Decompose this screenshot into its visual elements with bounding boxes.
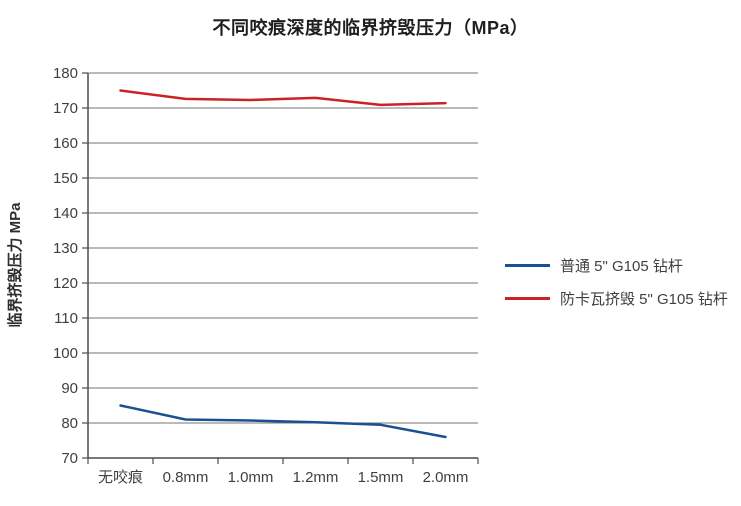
y-tick-label: 180 (53, 65, 78, 82)
x-tick-label: 1.5mm (358, 469, 404, 486)
y-tick-label: 100 (53, 345, 78, 362)
x-tick-label: 无咬痕 (98, 468, 143, 486)
legend-line-swatch (505, 297, 550, 300)
x-tick-label: 1.0mm (228, 469, 274, 486)
y-tick-label: 140 (53, 205, 78, 222)
y-tick-label: 90 (61, 380, 78, 397)
y-tick-label: 130 (53, 240, 78, 257)
x-tick-label: 1.2mm (293, 469, 339, 486)
legend-label: 防卡瓦挤毁 5" G105 钻杆 (560, 291, 728, 308)
y-tick-label: 70 (61, 450, 78, 467)
x-tick-label: 2.0mm (423, 469, 469, 486)
legend-line-swatch (505, 264, 550, 267)
y-tick-label: 110 (54, 310, 78, 327)
series-line-1 (119, 89, 447, 107)
y-tick-label: 120 (53, 275, 78, 292)
chart-title: 不同咬痕深度的临界挤毁压力（MPa） (212, 18, 529, 38)
y-tick-label: 80 (61, 415, 78, 432)
x-tick-label: 0.8mm (163, 469, 209, 486)
legend-label: 普通 5" G105 钻杆 (560, 258, 683, 275)
legend-item-0: 普通 5" G105 钻杆 (505, 249, 728, 282)
y-tick-label: 150 (53, 170, 78, 187)
legend-item-1: 防卡瓦挤毁 5" G105 钻杆 (505, 282, 728, 315)
y-tick-label: 160 (53, 135, 78, 152)
y-tick-label: 170 (53, 100, 78, 117)
series-line-0 (119, 404, 447, 439)
legend: 普通 5" G105 钻杆防卡瓦挤毁 5" G105 钻杆 (505, 249, 728, 315)
y-axis-title: 临界挤毁压力 MPa (6, 202, 24, 328)
